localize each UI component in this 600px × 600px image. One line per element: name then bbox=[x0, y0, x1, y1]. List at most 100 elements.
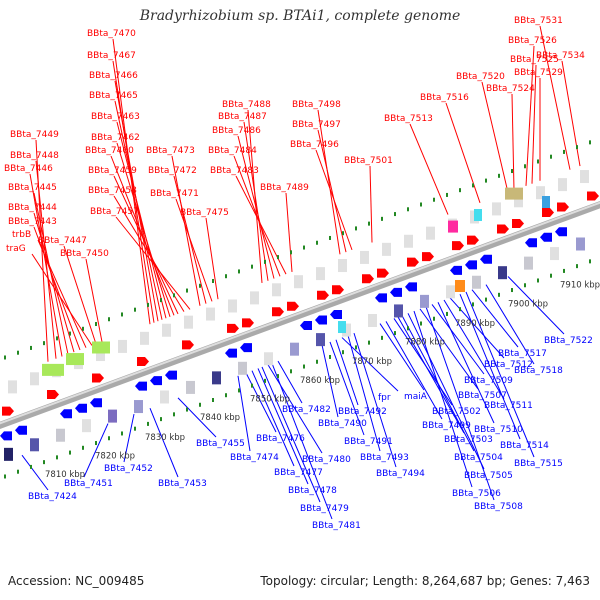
forward-gene-arrow[interactable] bbox=[317, 290, 329, 300]
forward-gene-label[interactable]: BBta_7526 bbox=[508, 36, 557, 46]
reverse-gene-arrow[interactable] bbox=[0, 431, 12, 441]
forward-gene-arrow[interactable] bbox=[47, 390, 59, 400]
reverse-gene-label[interactable]: BBta_7492 bbox=[338, 407, 387, 417]
reverse-gene-label[interactable]: BBta_7480 bbox=[302, 455, 351, 465]
reverse-gene-arrow[interactable] bbox=[375, 293, 387, 303]
forward-gene-label[interactable]: BBta_7457 bbox=[90, 207, 139, 217]
feature-block[interactable] bbox=[96, 348, 105, 362]
reverse-gene-label[interactable]: BBta_7503 bbox=[444, 435, 493, 445]
feature-block-accent[interactable] bbox=[66, 353, 84, 366]
reverse-gene-arrow[interactable] bbox=[15, 425, 27, 435]
feature-block-accent[interactable] bbox=[474, 209, 482, 222]
forward-gene-label[interactable]: BBta_7489 bbox=[260, 183, 309, 193]
reverse-gene-label[interactable]: BBta_7499 bbox=[422, 421, 471, 431]
feature-block[interactable] bbox=[162, 323, 171, 337]
forward-gene-label[interactable]: BBta_7475 bbox=[180, 208, 229, 218]
feature-block[interactable] bbox=[316, 333, 325, 347]
forward-gene-label[interactable]: BBta_7473 bbox=[146, 146, 195, 156]
forward-gene-arrow[interactable] bbox=[92, 373, 104, 383]
forward-gene-label[interactable]: BBta_7466 bbox=[89, 71, 138, 81]
reverse-gene-arrow[interactable] bbox=[90, 398, 102, 408]
forward-gene-arrow[interactable] bbox=[272, 307, 284, 317]
feature-block[interactable] bbox=[492, 202, 501, 216]
forward-gene-label[interactable]: BBta_7498 bbox=[292, 100, 341, 110]
feature-block-accent[interactable] bbox=[42, 363, 64, 376]
forward-gene-label[interactable]: BBta_7443 bbox=[8, 217, 57, 227]
reverse-gene-arrow[interactable] bbox=[60, 409, 72, 419]
forward-gene-label[interactable]: BBta_7459 bbox=[88, 166, 137, 176]
reverse-gene-label[interactable]: BBta_7479 bbox=[300, 504, 349, 514]
forward-gene-label[interactable]: BBta_7488 bbox=[222, 100, 271, 110]
reverse-gene-label[interactable]: BBta_7508 bbox=[474, 502, 523, 512]
forward-gene-label[interactable]: trbB bbox=[12, 230, 31, 240]
feature-block[interactable] bbox=[338, 259, 347, 273]
feature-block[interactable] bbox=[290, 342, 299, 356]
forward-gene-label[interactable]: BBta_7486 bbox=[212, 126, 261, 136]
forward-gene-label[interactable]: BBta_7520 bbox=[456, 72, 505, 82]
reverse-gene-arrow[interactable] bbox=[540, 232, 552, 242]
forward-gene-label[interactable]: BBta_7449 bbox=[10, 130, 59, 140]
reverse-gene-arrow[interactable] bbox=[555, 227, 567, 237]
reverse-gene-label[interactable]: BBta_7494 bbox=[376, 469, 425, 479]
reverse-gene-label[interactable]: BBta_7478 bbox=[288, 486, 337, 496]
feature-block[interactable] bbox=[360, 250, 369, 264]
reverse-gene-label[interactable]: BBta_7512 bbox=[484, 360, 533, 370]
feature-block[interactable] bbox=[368, 313, 377, 327]
feature-block[interactable] bbox=[536, 186, 545, 200]
feature-block[interactable] bbox=[524, 256, 533, 270]
forward-gene-label[interactable]: BBta_7446 bbox=[4, 164, 53, 174]
forward-gene-arrow[interactable] bbox=[467, 235, 479, 245]
reverse-gene-label[interactable]: BBta_7504 bbox=[454, 453, 503, 463]
forward-gene-label[interactable]: BBta_7487 bbox=[218, 112, 267, 122]
forward-gene-label[interactable]: BBta_7448 bbox=[10, 151, 59, 161]
feature-block[interactable] bbox=[30, 438, 39, 452]
reverse-gene-arrow[interactable] bbox=[150, 376, 162, 386]
reverse-gene-arrow[interactable] bbox=[450, 265, 462, 275]
feature-block[interactable] bbox=[514, 194, 523, 208]
forward-gene-label[interactable]: BBta_7470 bbox=[87, 29, 136, 39]
forward-gene-label[interactable]: BBta_7447 bbox=[38, 236, 87, 246]
feature-block[interactable] bbox=[250, 291, 259, 305]
forward-gene-arrow[interactable] bbox=[137, 356, 149, 366]
feature-block[interactable] bbox=[342, 323, 351, 337]
reverse-gene-label[interactable]: BBta_7510 bbox=[474, 425, 523, 435]
forward-gene-arrow[interactable] bbox=[227, 323, 239, 333]
forward-gene-label[interactable]: BBta_7465 bbox=[89, 91, 138, 101]
forward-gene-arrow[interactable] bbox=[452, 241, 464, 251]
reverse-gene-arrow[interactable] bbox=[480, 254, 492, 264]
forward-gene-label[interactable]: BBta_7460 bbox=[85, 146, 134, 156]
feature-block[interactable] bbox=[8, 380, 17, 394]
reverse-gene-label[interactable]: BBta_7452 bbox=[104, 464, 153, 474]
feature-block[interactable] bbox=[498, 266, 507, 280]
feature-block[interactable] bbox=[238, 361, 247, 375]
feature-block[interactable] bbox=[212, 371, 221, 385]
reverse-gene-label[interactable]: maiA bbox=[404, 392, 428, 402]
forward-gene-arrow[interactable] bbox=[497, 224, 509, 234]
reverse-gene-label[interactable]: BBta_7511 bbox=[484, 401, 533, 411]
feature-block[interactable] bbox=[446, 285, 455, 299]
forward-gene-label[interactable]: BBta_7471 bbox=[150, 189, 199, 199]
forward-gene-label[interactable]: BBta_7534 bbox=[536, 51, 585, 61]
reverse-gene-label[interactable]: BBta_7493 bbox=[360, 453, 409, 463]
forward-gene-label[interactable]: BBta_7497 bbox=[292, 120, 341, 130]
feature-block-accent[interactable] bbox=[92, 341, 110, 354]
feature-block[interactable] bbox=[580, 170, 589, 184]
reverse-gene-label[interactable]: BBta_7453 bbox=[158, 479, 207, 489]
forward-gene-arrow[interactable] bbox=[332, 285, 344, 295]
feature-block[interactable] bbox=[404, 234, 413, 248]
reverse-gene-arrow[interactable] bbox=[525, 238, 537, 248]
feature-block[interactable] bbox=[184, 315, 193, 329]
reverse-gene-arrow[interactable] bbox=[165, 370, 177, 380]
forward-gene-arrow[interactable] bbox=[407, 257, 419, 267]
reverse-gene-arrow[interactable] bbox=[465, 260, 477, 270]
forward-gene-label[interactable]: BBta_7472 bbox=[148, 166, 197, 176]
reverse-gene-label[interactable]: BBta_7477 bbox=[274, 468, 323, 478]
reverse-gene-label[interactable]: BBta_7481 bbox=[312, 521, 361, 531]
forward-gene-arrow[interactable] bbox=[182, 340, 194, 350]
feature-block[interactable] bbox=[30, 372, 39, 386]
feature-block[interactable] bbox=[420, 294, 429, 308]
forward-gene-arrow[interactable] bbox=[512, 219, 524, 229]
forward-gene-label[interactable]: BBta_7484 bbox=[208, 146, 257, 156]
forward-gene-label[interactable]: BBta_7462 bbox=[91, 133, 140, 143]
reverse-gene-arrow[interactable] bbox=[135, 381, 147, 391]
